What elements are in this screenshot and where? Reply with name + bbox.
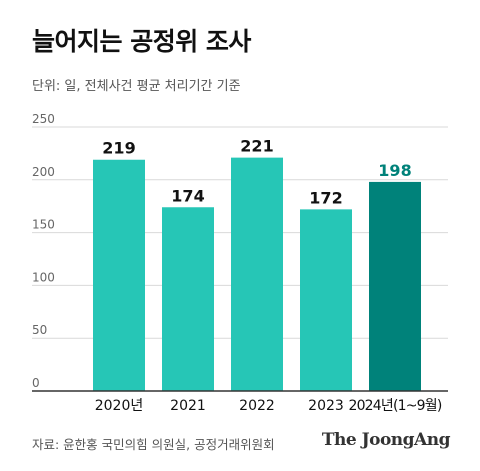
brand-logo: The JoongAng <box>321 430 451 450</box>
data-label: 174 <box>171 186 204 205</box>
data-label: 221 <box>240 137 273 156</box>
bar <box>369 181 421 391</box>
y-tick-label: 50 <box>32 323 47 337</box>
x-tick-label: 2023 <box>308 398 344 414</box>
y-tick-label: 0 <box>32 376 40 390</box>
y-tick-label: 150 <box>32 218 55 232</box>
data-label: 219 <box>102 139 135 158</box>
source-note: 자료: 윤한홍 국민의힘 의원실, 공정거래위원회 <box>32 437 275 452</box>
y-tick-label: 100 <box>32 270 55 284</box>
x-tick-label: 2021 <box>170 398 206 414</box>
x-tick-label: 2024년(1~9월) <box>348 398 441 414</box>
chart-subtitle: 단위: 일, 전체사건 평균 처리기간 기준 <box>32 79 241 94</box>
x-tick-label: 2020년 <box>95 398 144 414</box>
y-tick-label: 250 <box>32 112 55 126</box>
data-label: 198 <box>378 161 411 180</box>
chart-title: 늘어지는 공정위 조사 <box>32 27 251 56</box>
bar <box>231 157 283 391</box>
y-tick-label: 200 <box>32 165 55 179</box>
bar <box>162 207 214 391</box>
bar <box>300 209 352 391</box>
bar <box>93 159 145 391</box>
data-label: 172 <box>309 188 342 207</box>
x-tick-label: 2022 <box>239 398 275 414</box>
